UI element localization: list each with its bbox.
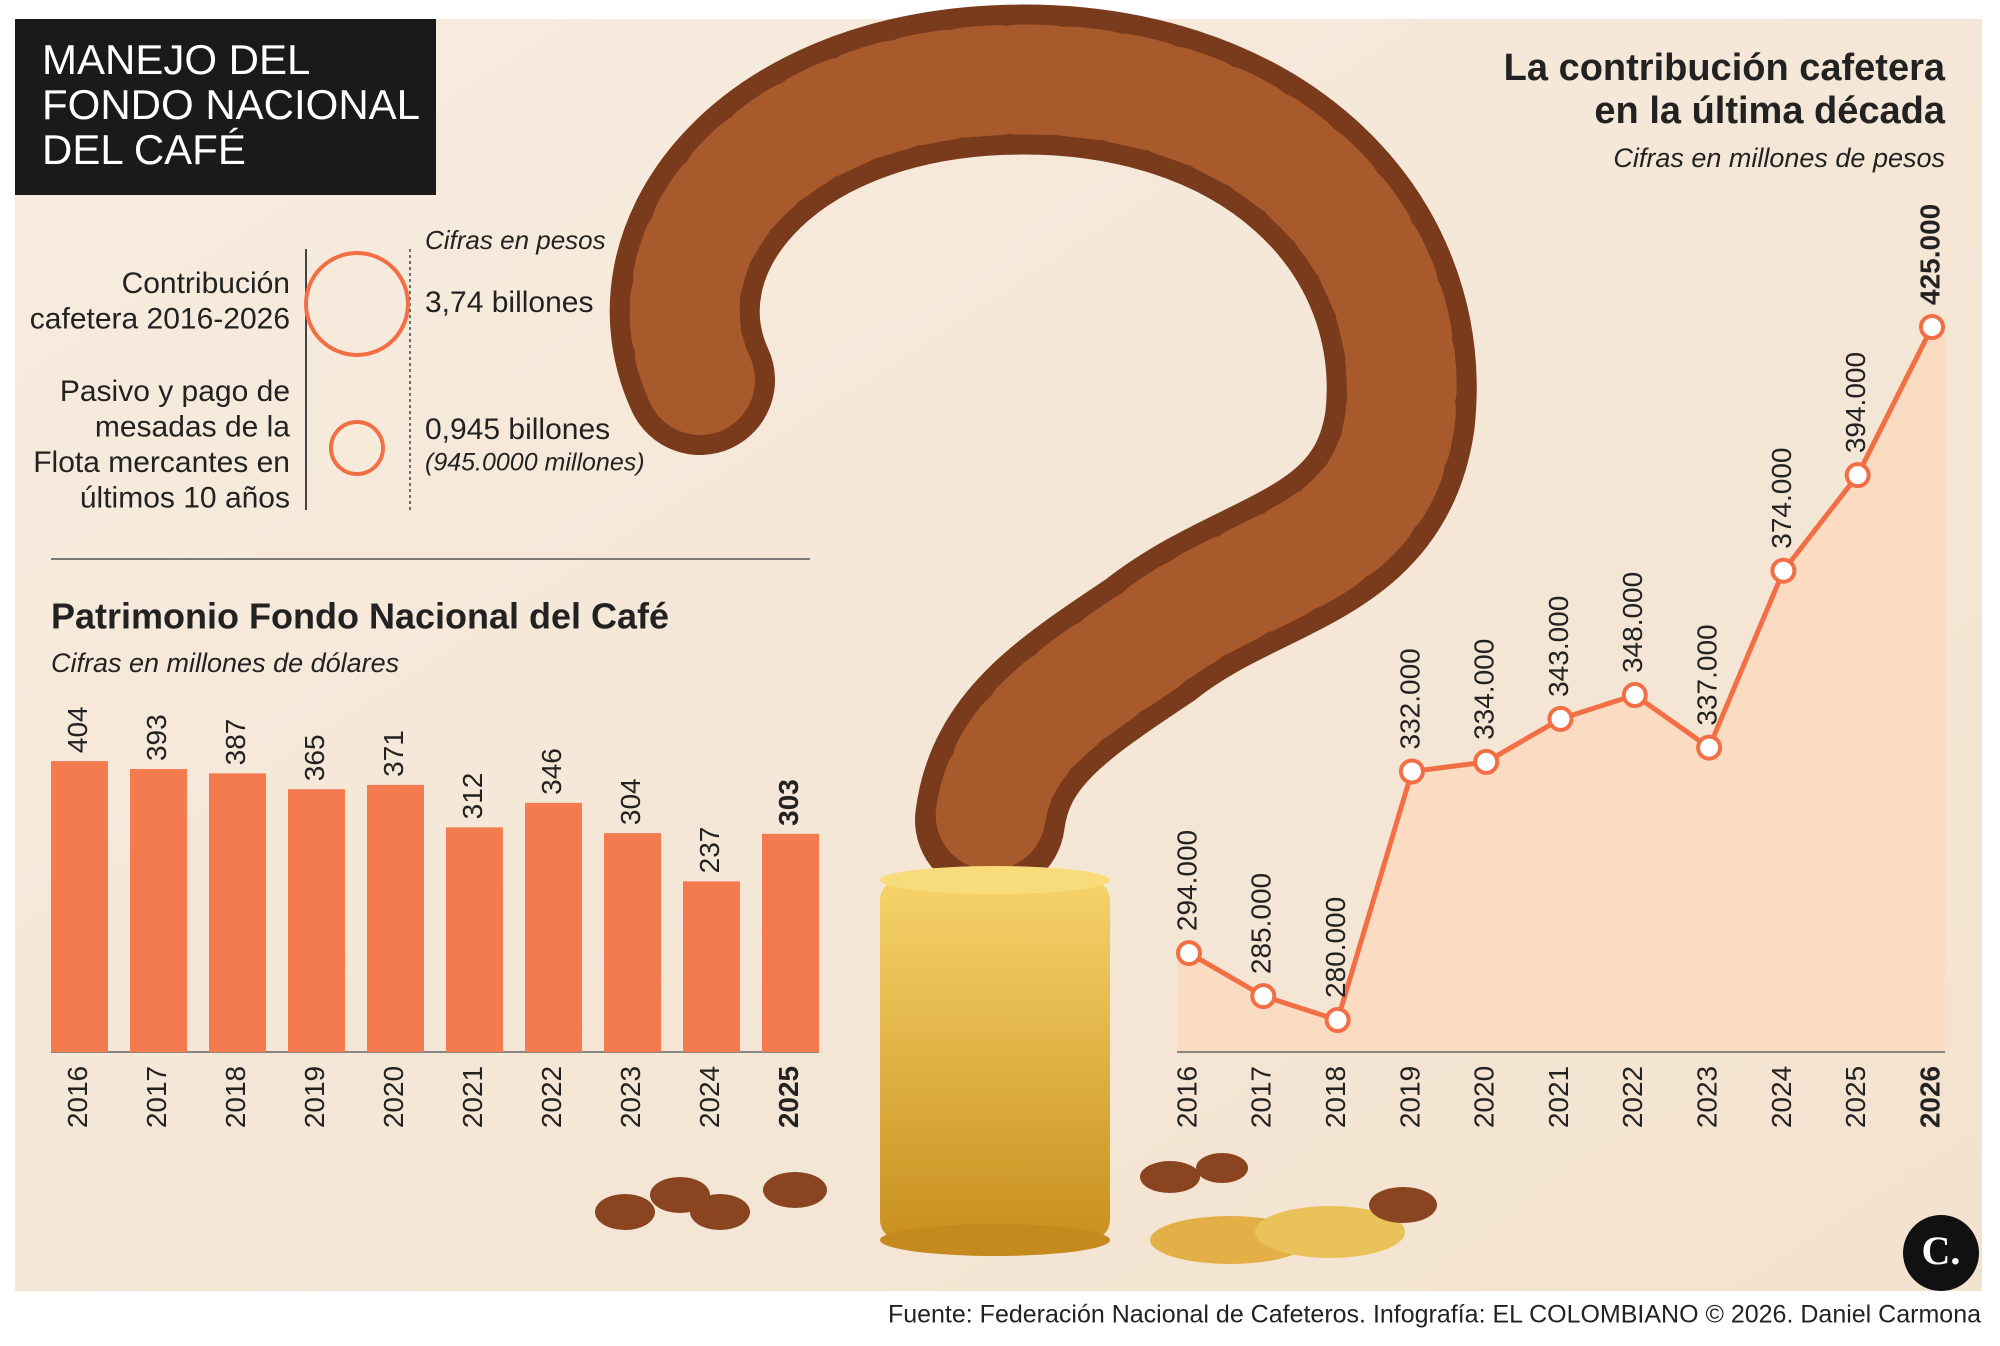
marker	[1547, 705, 1574, 732]
marker	[1844, 462, 1871, 489]
legend-label: Flota mercantes en	[33, 446, 290, 479]
value-label: 374.000	[1766, 448, 1797, 549]
x-tick-label: 2016	[1171, 1066, 1202, 1128]
x-tick-label: 2024	[694, 1066, 725, 1128]
value-label: 332.000	[1394, 648, 1425, 749]
x-tick-label: 2025	[773, 1066, 804, 1128]
marker	[1176, 940, 1202, 967]
logo	[1903, 1215, 1979, 1291]
legend-amount: 3,74 billones	[425, 286, 593, 319]
x-tick-label: 2018	[1320, 1066, 1351, 1128]
legend-label: Pasivo y pago de	[60, 375, 290, 408]
marker	[1324, 1007, 1351, 1033]
legend-detail: (945.0000 millones)	[425, 449, 645, 477]
marker	[1696, 734, 1723, 761]
x-tick-label: 2021	[1543, 1066, 1574, 1128]
loose-beans	[595, 1153, 1437, 1230]
value-label: 337.000	[1691, 624, 1722, 725]
line-chart-subtitle: Cifras en millones de pesos	[1613, 143, 1945, 173]
legend-amount: 0,945 billones	[425, 413, 610, 446]
marker	[1770, 557, 1797, 584]
value-label: 387	[220, 719, 251, 766]
value-label: 280.000	[1320, 897, 1351, 998]
line-chart-title: en la última década	[1594, 90, 1945, 132]
legend-label: mesadas de la	[95, 410, 290, 443]
x-tick-label: 2016	[62, 1066, 93, 1128]
x-tick-label: 2021	[457, 1066, 488, 1128]
title-line: FONDO NACIONAL	[42, 81, 420, 128]
x-tick-label: 2018	[220, 1066, 251, 1128]
source: Fuente: Federación Nacional de Cafeteros…	[888, 1301, 1981, 1329]
x-tick-label: 2017	[1246, 1066, 1277, 1128]
value-label: 294.000	[1171, 830, 1202, 931]
value-label: 312	[457, 773, 488, 820]
bar	[446, 827, 503, 1052]
bar	[683, 881, 740, 1052]
marker	[1621, 682, 1648, 709]
x-tick-label: 2017	[141, 1066, 172, 1128]
marker	[1250, 983, 1277, 1010]
logo-text: C.	[1922, 1228, 1961, 1273]
value-label: 365	[299, 734, 330, 781]
bar	[762, 833, 819, 1052]
value-label: 394.000	[1840, 352, 1871, 453]
value-label: 334.000	[1469, 639, 1500, 740]
title-line: MANEJO DEL	[42, 36, 310, 83]
value-label: 393	[141, 714, 172, 761]
bar	[604, 833, 661, 1052]
bar-chart: 404 2016 393 2017 387 2018 365 2019 371 2020 312 20…	[51, 706, 819, 1128]
x-tick-label: 2024	[1766, 1066, 1797, 1128]
x-tick-label: 2020	[1469, 1066, 1500, 1128]
value-label: 303	[773, 779, 804, 826]
value-label: 348.000	[1617, 572, 1648, 673]
x-tick-label: 2019	[1394, 1066, 1425, 1128]
x-tick-label: 2026	[1914, 1066, 1945, 1128]
bar	[130, 769, 187, 1052]
x-tick-label: 2022	[1617, 1066, 1648, 1128]
line-chart-title: La contribución cafetera	[1504, 47, 1946, 89]
bar	[525, 802, 582, 1052]
coin-stack	[880, 866, 1405, 1264]
x-tick-label: 2019	[299, 1066, 330, 1128]
bar-chart-title: Patrimonio Fondo Nacional del Café	[51, 596, 669, 637]
legend-label: últimos 10 años	[80, 481, 290, 514]
bar	[288, 789, 345, 1052]
value-label: 371	[378, 730, 409, 777]
legend-note: Cifras en pesos	[425, 225, 606, 255]
x-tick-label: 2023	[615, 1066, 646, 1128]
value-label: 404	[62, 706, 93, 753]
bar	[51, 761, 108, 1052]
x-tick-label: 2025	[1840, 1066, 1871, 1128]
legend-label: cafetera 2016-2026	[30, 302, 290, 335]
title-box	[15, 19, 436, 195]
value-label: 343.000	[1543, 596, 1574, 697]
legend: Cifras en pesos 3,74 billones 0,945 bill…	[30, 225, 645, 515]
legend-bubble	[304, 251, 410, 357]
legend-bubble	[329, 420, 385, 476]
value-label: 285.000	[1246, 873, 1277, 974]
x-tick-label: 2022	[536, 1066, 567, 1128]
value-label: 304	[615, 778, 646, 825]
marker	[1398, 758, 1425, 785]
bar	[209, 773, 266, 1052]
x-tick-label: 2023	[1691, 1066, 1722, 1128]
value-label: 425.000	[1914, 204, 1945, 305]
area	[1177, 327, 1945, 1052]
value-label: 346	[536, 748, 567, 795]
value-label: 237	[694, 827, 725, 874]
line-chart: 294.000 2016 285.000 2017 280.000 2018 332.000…	[1171, 204, 1945, 1128]
legend-label: Contribución	[122, 267, 290, 300]
bar	[367, 784, 424, 1052]
marker	[1473, 748, 1500, 775]
coffee-beans	[629, 24, 1457, 875]
marker	[1919, 314, 1945, 340]
bar-chart-subtitle: Cifras en millones de dólares	[51, 648, 399, 678]
x-tick-label: 2020	[378, 1066, 409, 1128]
title-line: DEL CAFÉ	[42, 126, 246, 173]
